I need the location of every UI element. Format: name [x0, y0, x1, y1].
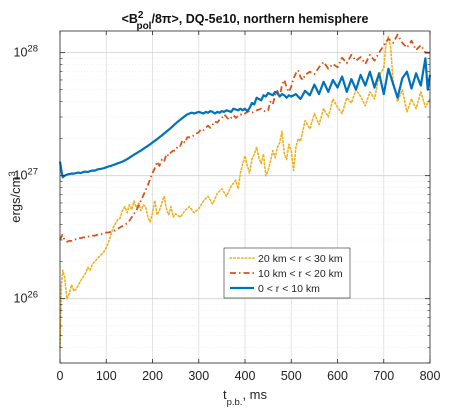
ticks: 0 100 200 300 400 500 600 700 800 1026 1027 1028: [14, 31, 441, 383]
legend-label-2: 10 km < r < 20 km: [258, 268, 343, 280]
series-layer: [58, 33, 432, 349]
legend-label-3: 0 < r < 10 km: [258, 283, 320, 295]
series-line-1: [59, 35, 431, 349]
y-tick-label: 1027: [14, 166, 38, 183]
x-axis-label: tp.b., ms: [223, 387, 268, 408]
legend-label-1: 20 km < r < 30 km: [258, 253, 343, 265]
series-line-3: [58, 57, 432, 179]
x-tick-label: 500: [281, 369, 302, 383]
x-tick-label: 200: [142, 369, 163, 383]
chart-title: <B2 pol/8π>, DQ-5e10, northern hemisphere: [122, 10, 369, 32]
x-tick-label: 600: [327, 369, 348, 383]
x-tick-label: 0: [57, 369, 64, 383]
series-line-2: [59, 33, 430, 243]
x-tick-label: 400: [235, 369, 256, 383]
y-tick-label: 1026: [14, 289, 38, 306]
legend-entries: 20 km < r < 30 km 10 km < r < 20 km 0 < r …: [229, 253, 343, 295]
legend: 20 km < r < 30 km 10 km < r < 20 km 0 < r …: [223, 247, 351, 299]
y-axis-label: ergs/cm3: [7, 171, 24, 223]
y-tick-label: 1028: [14, 43, 38, 60]
x-tick-label: 800: [420, 369, 441, 383]
x-tick-label: 100: [96, 369, 117, 383]
x-tick-label: 300: [188, 369, 209, 383]
x-tick-label: 700: [373, 369, 394, 383]
plot-area: 0 100 200 300 400 500 600 700 800 1026 1027 1028: [14, 30, 441, 383]
